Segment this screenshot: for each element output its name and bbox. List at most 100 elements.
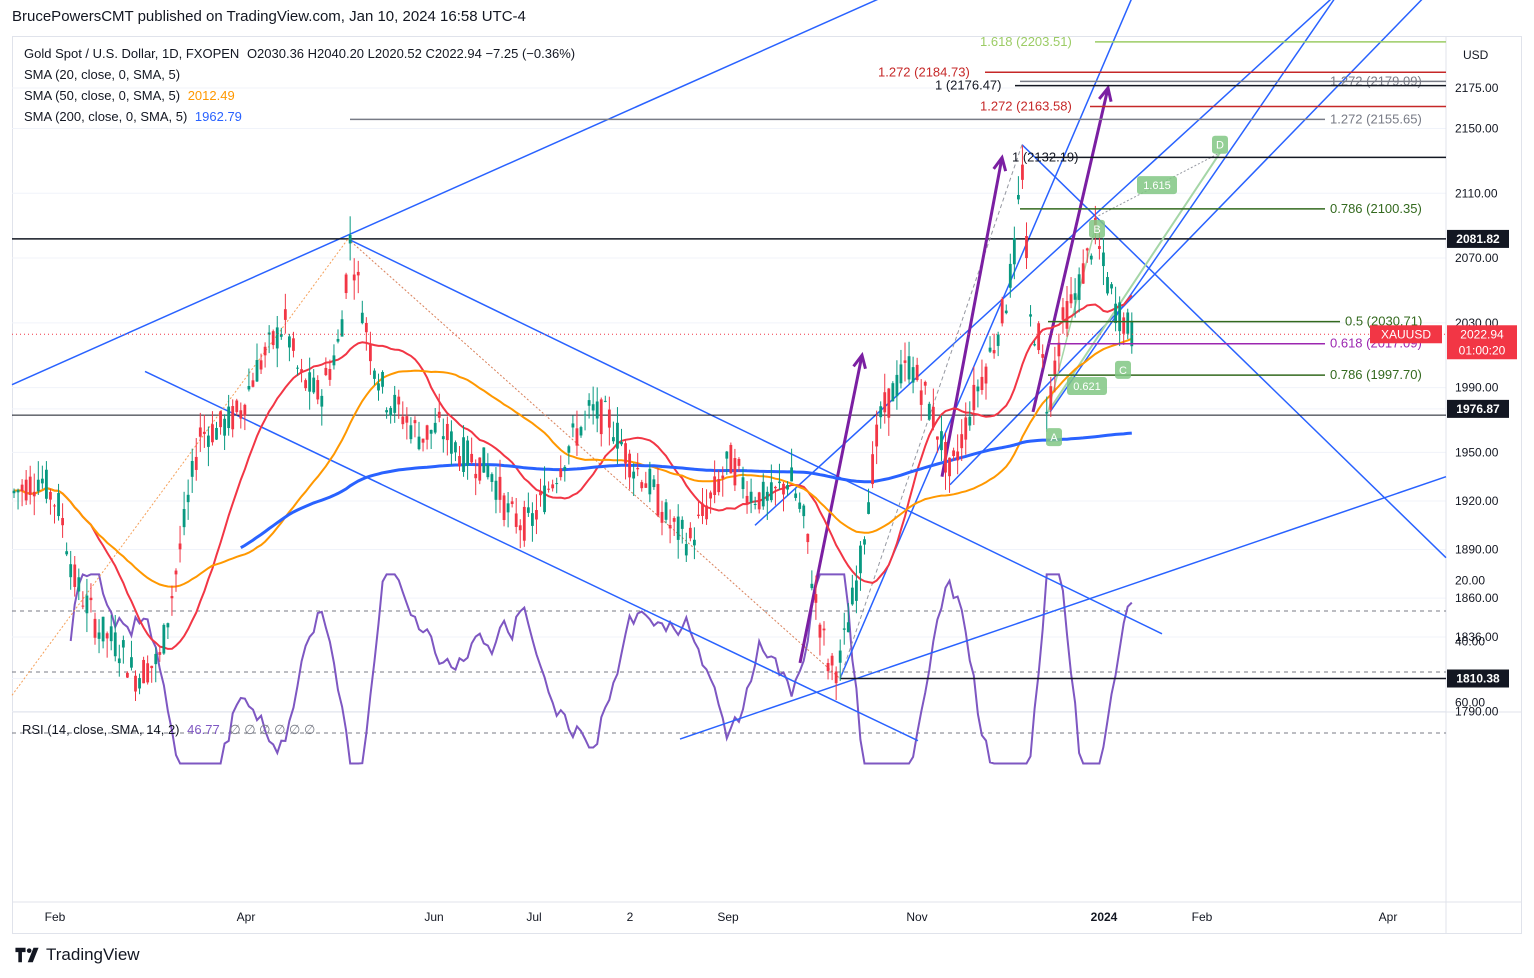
candle-body bbox=[859, 545, 862, 574]
candle bbox=[239, 402, 243, 429]
rising-channel-right bbox=[949, 0, 1423, 486]
candle-body bbox=[887, 388, 891, 418]
candle-body bbox=[927, 403, 931, 420]
time-tick-label: 2024 bbox=[1091, 910, 1118, 924]
candle-body bbox=[1126, 312, 1130, 334]
candle-body bbox=[607, 409, 611, 428]
candle-body bbox=[923, 381, 927, 386]
sma200-legend[interactable]: SMA (200, close, 0, SMA, 5) 1962.79 bbox=[24, 109, 242, 124]
candle bbox=[20, 479, 24, 507]
candle-body bbox=[1081, 263, 1085, 284]
candle bbox=[632, 463, 636, 496]
candle-body bbox=[980, 376, 984, 391]
candle-body bbox=[1122, 317, 1126, 334]
candle-body bbox=[830, 655, 834, 666]
price-tick-label: 1790.00 bbox=[1455, 705, 1499, 719]
candle bbox=[445, 416, 449, 456]
candle-body bbox=[340, 319, 344, 337]
candle-body bbox=[822, 628, 826, 631]
candle-body bbox=[490, 474, 494, 482]
candle bbox=[283, 293, 287, 334]
candle bbox=[559, 455, 563, 481]
candle bbox=[158, 646, 162, 662]
candle-body bbox=[1118, 302, 1122, 332]
price-tick-label: 2110.00 bbox=[1455, 186, 1498, 200]
candle bbox=[624, 440, 627, 480]
key-price-badge bbox=[1447, 229, 1509, 248]
candle bbox=[97, 619, 101, 654]
candle bbox=[255, 343, 259, 383]
candle bbox=[863, 536, 866, 555]
candle-body bbox=[69, 564, 73, 578]
pattern-point-badge bbox=[1089, 219, 1105, 238]
candle bbox=[644, 471, 648, 488]
candle bbox=[899, 349, 903, 389]
candle bbox=[680, 516, 684, 544]
candle bbox=[741, 466, 745, 499]
candle-body bbox=[478, 457, 482, 481]
sma20-legend[interactable]: SMA (20, close, 0, SMA, 5) bbox=[24, 67, 180, 82]
projection-arrow-1-head bbox=[852, 351, 867, 370]
candle-body bbox=[49, 491, 52, 500]
candle-body bbox=[437, 411, 441, 418]
candle bbox=[202, 414, 206, 448]
candle bbox=[1122, 312, 1126, 345]
fib-level-label: 1 (2132.19) bbox=[1012, 149, 1079, 164]
candle-body bbox=[964, 417, 968, 440]
descending-line bbox=[1021, 144, 1447, 559]
candle-body bbox=[97, 632, 101, 639]
currency-label: USD bbox=[1463, 48, 1489, 62]
candle-body bbox=[567, 446, 571, 453]
candle-body bbox=[741, 477, 745, 490]
candle-body bbox=[693, 539, 696, 546]
candle-body bbox=[672, 518, 676, 522]
candle-body bbox=[1069, 294, 1073, 304]
candle bbox=[332, 344, 336, 370]
candle-body bbox=[93, 618, 97, 638]
candle-body bbox=[919, 390, 923, 405]
sma20-line bbox=[13, 294, 1133, 650]
candle bbox=[940, 415, 943, 462]
candle-body bbox=[579, 427, 583, 436]
candle bbox=[968, 401, 972, 431]
sma50-legend[interactable]: SMA (50, close, 0, SMA, 5) 2012.49 bbox=[24, 88, 235, 103]
symbol-legend[interactable]: Gold Spot / U.S. Dollar, 1D, FXOPEN O203… bbox=[24, 46, 575, 61]
candle bbox=[466, 435, 469, 480]
candle-body bbox=[761, 481, 765, 507]
candle bbox=[243, 403, 247, 431]
candle-body bbox=[749, 491, 753, 503]
candle-body bbox=[895, 374, 899, 397]
candle bbox=[450, 420, 453, 466]
candle-body bbox=[397, 396, 401, 405]
candle-body bbox=[915, 364, 919, 381]
candle-body bbox=[296, 367, 299, 369]
candle bbox=[324, 357, 328, 377]
candle-body bbox=[834, 671, 838, 684]
candle bbox=[336, 329, 340, 344]
candle-body bbox=[522, 506, 526, 541]
candle-body bbox=[713, 476, 717, 495]
candle bbox=[1021, 145, 1024, 189]
candle-body bbox=[1102, 252, 1105, 267]
candle bbox=[834, 666, 838, 700]
candle bbox=[668, 509, 672, 544]
candle-body bbox=[308, 372, 312, 392]
candle bbox=[733, 448, 737, 492]
candle bbox=[1069, 277, 1073, 309]
candle bbox=[705, 489, 708, 525]
candle bbox=[684, 532, 688, 563]
candle bbox=[737, 457, 741, 473]
rsi-legend[interactable]: RSI (14, close, SMA, 14, 2) 46.77 ∅ ∅ ∅ … bbox=[22, 722, 315, 738]
candle-body bbox=[170, 596, 174, 599]
candle bbox=[1114, 286, 1117, 332]
candle bbox=[956, 434, 960, 475]
candle bbox=[855, 565, 858, 614]
rising-channel-mid bbox=[754, 0, 1332, 526]
candle bbox=[1106, 272, 1109, 296]
candle bbox=[292, 331, 295, 358]
candle-body bbox=[275, 327, 279, 349]
candle-body bbox=[429, 429, 433, 434]
projection-arrow-3-head bbox=[1098, 84, 1113, 103]
fib-level-label: 0.786 (2100.35) bbox=[1330, 201, 1422, 216]
